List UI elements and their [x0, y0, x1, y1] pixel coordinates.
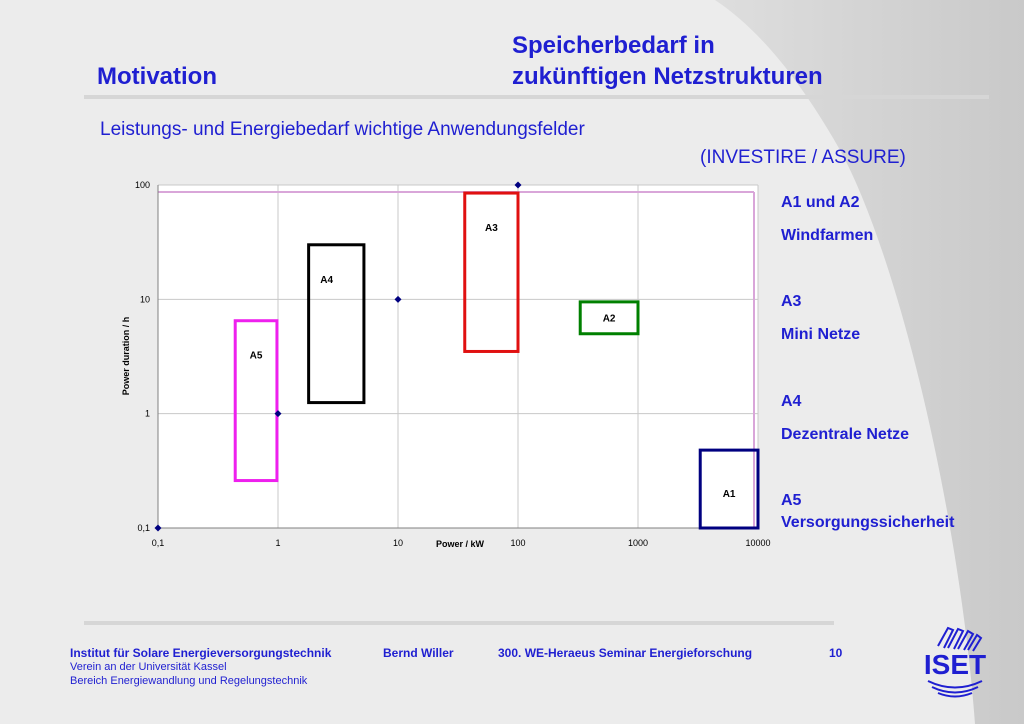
legend-code-a3: A3: [781, 293, 802, 310]
region-a3-box: [463, 191, 520, 353]
x-tick-labels: 0,1 1 10 100 1000 10000: [152, 538, 771, 548]
background-swoosh: [715, 0, 1024, 724]
legend-code-a4: A4: [781, 393, 802, 410]
y-tick-label: 10: [140, 294, 150, 304]
data-point: [154, 524, 162, 532]
legend-name-versorgungssicherheit: Versorgungssicherheit: [781, 514, 955, 531]
y-axis-label: Power duration / h: [121, 317, 131, 396]
legend-name-dezentrale-netze: Dezentrale Netze: [781, 426, 910, 443]
x-tick-label: 10000: [745, 538, 770, 548]
legend-code-a1-a2: A1 und A2: [781, 194, 860, 211]
legend-code-a5: A5: [781, 492, 802, 509]
slide-title: Motivation: [97, 63, 217, 90]
region-a2-box: [578, 300, 640, 336]
footer-department: Bereich Energiewandlung und Regelungstec…: [70, 675, 308, 687]
footer-institute: Institut für Solare Energieversorgungste…: [70, 646, 332, 660]
footer-event: 300. WE-Heraeus Seminar Energieforschung: [498, 646, 753, 660]
y-tick-label: 0,1: [137, 523, 150, 533]
data-point: [514, 181, 522, 189]
header-divider: [84, 95, 989, 99]
region-a3-label: A3: [485, 223, 498, 234]
slide-subtitle-project: (INVESTIRE / ASSURE): [700, 147, 906, 168]
data-point: [274, 410, 282, 418]
x-tick-label: 10: [393, 538, 403, 548]
region-a1-label: A1: [723, 489, 736, 500]
y-tick-label: 1: [145, 409, 150, 419]
data-points: [154, 181, 522, 532]
y-tick-label: 100: [135, 180, 150, 190]
application-regions: A1 A2 A3 A4 A5: [233, 191, 760, 530]
footer-divider: [84, 621, 834, 625]
x-tick-label: 1000: [628, 538, 648, 548]
footer-association: Verein an der Universität Kassel: [70, 661, 227, 673]
x-tick-label: 0,1: [152, 538, 165, 548]
y-tick-labels: 0,1 1 10 100: [135, 180, 150, 533]
axes: [157, 185, 758, 529]
slide-heading-line-1: Speicherbedarf in: [512, 32, 715, 59]
slide-subtitle: Leistungs- und Energiebedarf wichtige An…: [100, 119, 585, 140]
logo-text: ISET: [924, 649, 986, 680]
x-tick-label: 100: [510, 538, 525, 548]
legend-name-mini-netze: Mini Netze: [781, 326, 861, 343]
region-a2-label: A2: [603, 314, 616, 325]
footer-author: Bernd Willer: [383, 646, 454, 660]
region-a5-label: A5: [250, 351, 263, 362]
region-a4-label: A4: [320, 275, 333, 286]
plot-area: [158, 185, 758, 528]
region-a5-box: [233, 319, 279, 483]
region-a1-box: [698, 448, 760, 530]
slide-heading-line-2: zukünftigen Netzstrukturen: [512, 63, 823, 90]
legend-name-windfarmen: Windfarmen: [781, 227, 874, 244]
footer-page-number: 10: [829, 646, 843, 660]
x-tick-label: 1: [275, 538, 280, 548]
data-point: [394, 295, 402, 303]
logo-waves-icon: [927, 680, 983, 698]
region-a4-box: [307, 243, 366, 405]
x-axis-label: Power / kW: [436, 539, 485, 549]
iset-logo: ISET: [924, 626, 986, 698]
logo-blades-icon: [937, 626, 983, 652]
